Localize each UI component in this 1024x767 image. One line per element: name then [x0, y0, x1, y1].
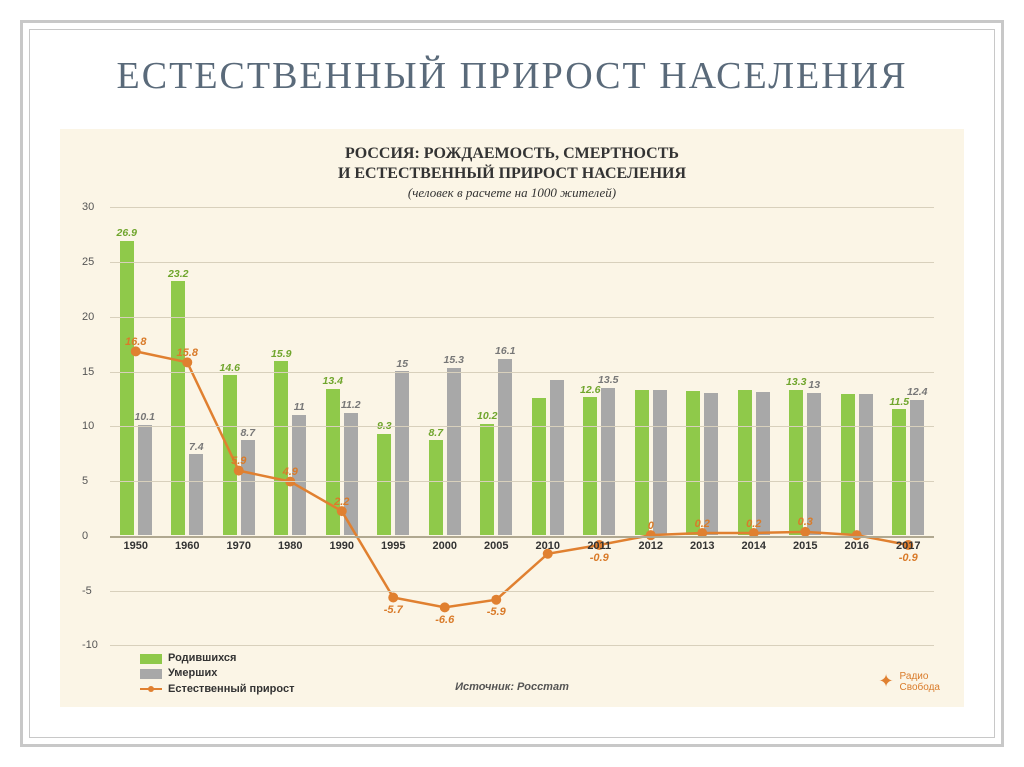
y-tick-label: -10: [82, 639, 98, 651]
chart-title: РОССИЯ: РОЖДАЕМОСТЬ, СМЕРТНОСТЬ И ЕСТЕСТ…: [80, 144, 944, 186]
gridline: [110, 317, 934, 318]
x-tick-label: 1980: [278, 540, 302, 552]
slide-outer-frame: ЕСТЕСТВЕННЫЙ ПРИРОСТ НАСЕЛЕНИЯ РОССИЯ: Р…: [20, 20, 1004, 747]
y-tick-label: 5: [82, 475, 88, 487]
y-tick-label: 10: [82, 420, 94, 432]
x-tick-label: 2000: [433, 540, 457, 552]
x-tick-label: 1990: [330, 540, 354, 552]
chart-plot-area: 26.910.116.823.27.415.814.68.75.915.9114…: [110, 207, 934, 645]
x-tick-label: 2017: [896, 540, 920, 552]
x-tick-label: 1960: [175, 540, 199, 552]
flame-icon: ✦: [878, 672, 893, 692]
x-tick-label: 2011: [587, 540, 611, 552]
legend-swatch-icon: [140, 669, 162, 679]
gridline: [110, 645, 934, 646]
x-tick-label: 1995: [381, 540, 405, 552]
chart-source: Источник: Росстат: [455, 681, 569, 693]
gridline: [110, 591, 934, 592]
x-tick-label: 2012: [639, 540, 663, 552]
x-tick-label: 2013: [690, 540, 714, 552]
y-tick-label: 25: [82, 256, 94, 268]
chart-subtitle: (человек в расчете на 1000 жителей): [80, 185, 944, 201]
slide-inner-frame: ЕСТЕСТВЕННЫЙ ПРИРОСТ НАСЕЛЕНИЯ РОССИЯ: Р…: [29, 29, 995, 738]
x-tick-label: 1970: [227, 540, 251, 552]
legend-label: Умерших: [168, 666, 217, 681]
legend-label: Естественный прирост: [168, 682, 294, 697]
legend-swatch-icon: [140, 654, 162, 664]
y-tick-label: -5: [82, 585, 92, 597]
y-tick-label: 15: [82, 366, 94, 378]
gridline: [110, 207, 934, 208]
radio-svoboda-logo: ✦ Радио Свобода: [878, 671, 940, 693]
legend-item-births: Родившихся: [140, 651, 944, 666]
x-tick-label: 2005: [484, 540, 508, 552]
gridline: [110, 426, 934, 427]
x-tick-label: 2014: [742, 540, 766, 552]
x-tick-label: 2016: [845, 540, 869, 552]
chart-title-line1: РОССИЯ: РОЖДАЕМОСТЬ, СМЕРТНОСТЬ: [345, 145, 679, 162]
x-tick-label: 2010: [536, 540, 560, 552]
y-tick-label: 0: [82, 530, 88, 542]
y-tick-label: 30: [82, 201, 94, 213]
chart-title-line2: И ЕСТЕСТВЕННЫЙ ПРИРОСТ НАСЕЛЕНИЯ: [338, 165, 686, 182]
gridline: [110, 262, 934, 263]
logo-text-line2: Свобода: [900, 682, 940, 693]
gridline: [110, 536, 934, 538]
legend-line-icon: [140, 684, 162, 694]
legend-label: Родившихся: [168, 651, 236, 666]
x-tick-label: 1950: [124, 540, 148, 552]
chart-container: РОССИЯ: РОЖДАЕМОСТЬ, СМЕРТНОСТЬ И ЕСТЕСТ…: [60, 129, 964, 707]
legend-item-deaths: Умерших: [140, 666, 944, 681]
gridline: [110, 481, 934, 482]
x-tick-label: 2015: [793, 540, 817, 552]
logo-text-line1: Радио: [900, 671, 940, 682]
y-tick-label: 20: [82, 311, 94, 323]
gridline: [110, 372, 934, 373]
slide-title: ЕСТЕСТВЕННЫЙ ПРИРОСТ НАСЕЛЕНИЯ: [30, 30, 994, 119]
